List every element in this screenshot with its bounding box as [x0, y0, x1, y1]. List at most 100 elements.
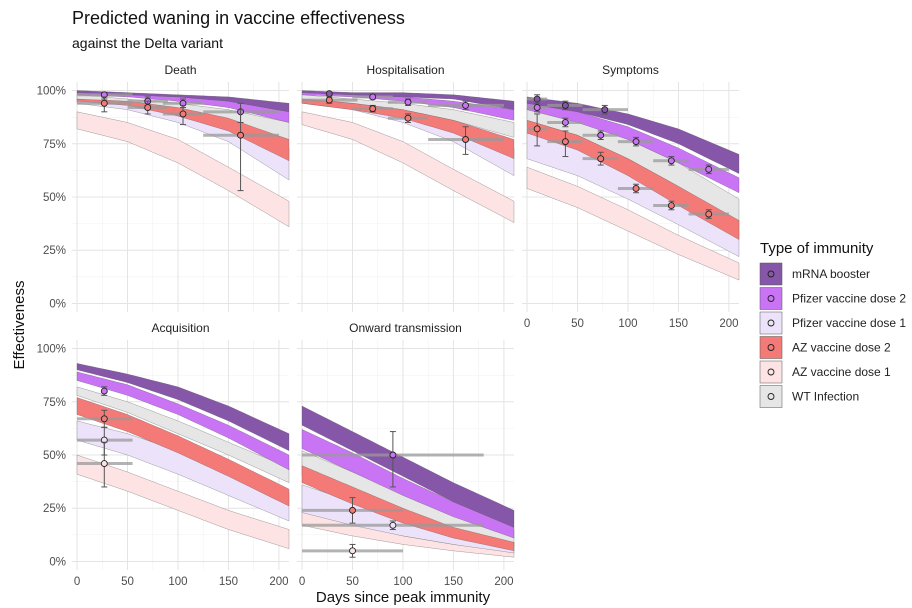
y-tick-label: 0% — [49, 298, 66, 310]
panel-hospitalisation: Hospitalisation — [297, 63, 515, 312]
band-pfizer-vaccine-dose-2 — [526, 103, 740, 194]
legend-label: AZ vaccine dose 1 — [792, 365, 891, 379]
data-point — [404, 114, 412, 122]
y-axis-title: Effectiveness — [11, 281, 28, 370]
point-az-vaccine-dose-2 — [527, 113, 548, 147]
y-tick-label: 50% — [43, 192, 66, 204]
legend-point — [767, 393, 775, 400]
legend: Type of immunity mRNA booster Pfizer vacc… — [759, 240, 906, 408]
data-point — [705, 210, 713, 218]
band-az-vaccine-dose-1 — [76, 454, 290, 549]
data-point — [462, 101, 470, 109]
band-az-vaccine-dose-2 — [76, 397, 290, 507]
data-point — [389, 451, 397, 459]
band-mrna-booster — [301, 405, 515, 528]
y-tick-label: 0% — [49, 556, 66, 568]
data-point — [632, 138, 640, 146]
point-pfizer-vaccine-dose-2 — [428, 100, 504, 111]
data-point — [404, 98, 412, 106]
point-az-vaccine-dose-2 — [352, 104, 393, 113]
legend-point — [767, 368, 775, 376]
y-tick-label: 25% — [43, 245, 66, 257]
point-pfizer-vaccine-dose-2 — [688, 164, 729, 175]
data-point — [561, 119, 569, 126]
x-tick-label: 50 — [571, 318, 584, 330]
point-mrna-booster — [527, 94, 548, 104]
y-tick-label: 75% — [43, 397, 66, 409]
data-point — [561, 138, 569, 146]
x-tick-label: 0 — [299, 576, 305, 588]
point-az-vaccine-dose-2 — [428, 126, 504, 155]
point-az-vaccine-dose-2 — [617, 183, 654, 194]
point-az-vaccine-dose-2 — [688, 209, 729, 219]
x-axis-title: Days since peak immunity — [316, 589, 491, 606]
panel-onward-transmission: Onward transmission 0 50 100 150 200 — [297, 321, 515, 588]
band-pfizer-vaccine-dose-2 — [76, 371, 290, 471]
data-point — [597, 155, 605, 163]
x-tick-label: 100 — [168, 576, 187, 588]
data-point — [389, 521, 397, 529]
point-az-vaccine-dose-2 — [77, 96, 133, 113]
legend-label: AZ vaccine dose 2 — [792, 341, 891, 355]
x-tick-label: 0 — [524, 318, 530, 330]
point-az-vaccine-dose-2 — [203, 109, 279, 192]
data-point — [369, 105, 377, 113]
panel-symptoms: Symptoms 0 50 100 150 200 — [522, 63, 740, 330]
legend-item-pfizer-vaccine-dose-1: Pfizer vaccine dose 1 — [759, 311, 906, 335]
data-point — [667, 202, 675, 209]
x-tick-label: 0 — [74, 576, 80, 588]
x-tick-label: 150 — [219, 576, 238, 588]
data-point — [100, 415, 108, 423]
data-point — [325, 96, 333, 104]
point-pfizer-vaccine-dose-2 — [617, 136, 654, 147]
x-tick-label: 150 — [669, 318, 688, 330]
legend-label: Pfizer vaccine dose 1 — [792, 316, 906, 330]
y-tick-label: 50% — [43, 450, 66, 462]
x-tick-label: 200 — [719, 318, 738, 330]
data-point — [533, 125, 541, 133]
point-az-vaccine-dose-2 — [77, 409, 133, 428]
point-az-vaccine-dose-2 — [653, 200, 689, 211]
y-tick-label: 100% — [37, 86, 66, 98]
band-az-vaccine-dose-1 — [76, 111, 290, 228]
legend-point — [767, 295, 775, 302]
data-point — [462, 136, 470, 143]
point-az-vaccine-dose-2 — [387, 113, 429, 123]
data-point — [144, 104, 152, 112]
x-tick-label: 200 — [269, 576, 288, 588]
point-pfizer-vaccine-dose-2 — [547, 117, 583, 128]
data-point — [349, 547, 356, 555]
data-point — [667, 157, 675, 165]
point-mrna-booster — [325, 90, 333, 98]
panel-title: Hospitalisation — [366, 63, 444, 77]
data-point — [533, 104, 541, 112]
point-pfizer-vaccine-dose-1 — [302, 520, 484, 531]
data-point — [100, 460, 108, 467]
legend-item-az-vaccine-dose-2: AZ vaccine dose 2 — [759, 336, 891, 359]
point-pfizer-vaccine-dose-2 — [527, 100, 548, 113]
point-az-vaccine-dose-2 — [547, 130, 583, 158]
band-pfizer-vaccine-dose-1 — [76, 420, 290, 522]
point-az-vaccine-dose-1 — [77, 441, 133, 488]
point-mrna-booster — [582, 104, 628, 115]
point-pfizer-vaccine-dose-2 — [653, 156, 689, 166]
facet-panels: Death 0% 25% 50% 75% 100% Hospitalisation Sympt… — [37, 63, 740, 588]
data-point — [705, 165, 713, 173]
point-az-vaccine-dose-2 — [582, 151, 618, 166]
panel-acquisition: Acquisition 0% 25% 50% 75% 100% 0 50 100 150 200 — [37, 321, 290, 588]
legend-point — [767, 270, 775, 278]
point-pfizer-vaccine-dose-2 — [582, 130, 618, 140]
chart-subtitle: against the Delta variant — [72, 35, 223, 51]
legend-point — [767, 344, 775, 351]
data-point — [100, 387, 108, 395]
band-az-vaccine-dose-1 — [526, 166, 740, 281]
panel-title: Death — [164, 63, 196, 77]
data-point — [597, 131, 605, 139]
y-tick-label: 75% — [43, 139, 66, 151]
panel-title: Acquisition — [151, 321, 209, 335]
band-az-vaccine-dose-1 — [301, 111, 515, 223]
legend-item-wt-infection: WT Infection — [759, 385, 859, 408]
chart-title: Predicted waning in vaccine effectivenes… — [72, 8, 405, 28]
